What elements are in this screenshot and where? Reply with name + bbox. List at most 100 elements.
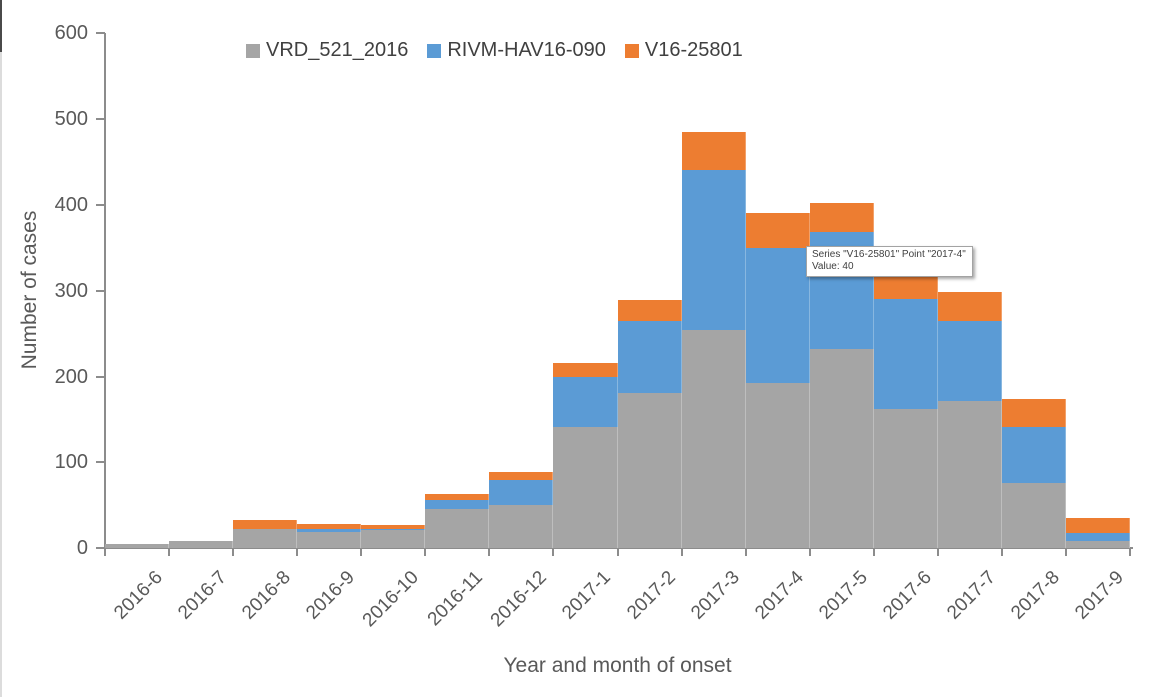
- bar-segment-RIVM-HAV16-090-2016-11[interactable]: [425, 500, 490, 509]
- y-axis-tick-label: 600: [54, 22, 88, 44]
- chart-legend: VRD_521_2016 RIVM-HAV16-090 V16-25801: [246, 39, 743, 62]
- y-axis-tick: [96, 203, 105, 206]
- bar-segment-V16-25801-2017-3[interactable]: [681, 131, 746, 171]
- bar-segment-RIVM-HAV16-090-2017-4[interactable]: [745, 247, 810, 383]
- bar-segment-RIVM-HAV16-090-2016-12[interactable]: [489, 479, 554, 506]
- x-axis-tick: [488, 548, 491, 557]
- bar-segment-VRD_521_2016-2016-6[interactable]: [105, 544, 170, 549]
- bar-segment-RIVM-HAV16-090-2016-9[interactable]: [297, 528, 362, 532]
- y-axis-line: [104, 33, 106, 548]
- x-axis-tick: [552, 548, 555, 557]
- bar-segment-RIVM-HAV16-090-2017-3[interactable]: [681, 170, 746, 331]
- bar-segment-VRD_521_2016-2016-10[interactable]: [361, 530, 426, 549]
- x-axis-tick: [232, 548, 235, 557]
- y-axis-tick-label: 300: [54, 279, 88, 302]
- bar-segment-V16-25801-2016-10[interactable]: [361, 525, 426, 529]
- bar-segment-VRD_521_2016-2017-5[interactable]: [809, 349, 874, 549]
- bar-segment-RIVM-HAV16-090-2017-7[interactable]: [937, 320, 1002, 401]
- x-axis-tick: [680, 548, 683, 557]
- bar-segment-VRD_521_2016-2016-8[interactable]: [233, 528, 298, 549]
- y-axis-tick-label: 100: [54, 451, 88, 474]
- bar-segment-V16-25801-2017-9[interactable]: [1065, 518, 1130, 533]
- y-axis-tick-label: 500: [54, 107, 88, 130]
- bar-segment-V16-25801-2016-9[interactable]: [297, 524, 362, 529]
- y-axis-tick-label: 400: [54, 193, 88, 216]
- bar-segment-VRD_521_2016-2017-4[interactable]: [745, 382, 810, 549]
- bar-segment-V16-25801-2017-5[interactable]: [809, 203, 874, 233]
- x-axis-tick: [808, 548, 811, 557]
- bar-segment-VRD_521_2016-2017-8[interactable]: [1001, 483, 1066, 549]
- x-axis-tick: [616, 548, 619, 557]
- legend-item-V16-25801[interactable]: V16-25801: [624, 39, 743, 62]
- legend-label: V16-25801: [644, 39, 743, 61]
- x-axis-title: Year and month of onset: [503, 654, 732, 677]
- x-axis-tick: [104, 548, 106, 557]
- bar-segment-RIVM-HAV16-090-2016-10[interactable]: [361, 528, 426, 531]
- x-axis-tick: [296, 548, 299, 557]
- bar-segment-V16-25801-2017-1[interactable]: [553, 362, 618, 378]
- bar-segment-V16-25801-2016-12[interactable]: [489, 471, 554, 480]
- bar-segment-V16-25801-2016-8[interactable]: [233, 519, 298, 529]
- x-axis-tick-label: 2017-5: [814, 567, 872, 624]
- legend-item-VRD_521_2016[interactable]: VRD_521_2016: [246, 39, 408, 62]
- bar-segment-V16-25801-2017-2[interactable]: [617, 300, 682, 321]
- x-axis-tick-label: 2016-10: [358, 567, 424, 632]
- y-axis-tick: [96, 289, 105, 292]
- bar-segment-RIVM-HAV16-090-2017-2[interactable]: [617, 320, 682, 393]
- x-axis-tick-label: 2016-12: [487, 567, 552, 632]
- bar-segment-RIVM-HAV16-090-2017-1[interactable]: [553, 377, 618, 428]
- y-axis-tick-label: 200: [54, 365, 88, 388]
- bar-segment-VRD_521_2016-2016-11[interactable]: [425, 508, 490, 549]
- x-axis-tick-label: 2017-6: [878, 567, 936, 624]
- x-axis-tick-label: 2016-11: [424, 567, 488, 631]
- x-axis-tick-label: 2017-3: [686, 567, 744, 624]
- x-axis-tick: [1000, 548, 1003, 557]
- legend-swatch-icon: [246, 43, 260, 58]
- x-axis-tick: [424, 548, 427, 557]
- bar-segment-V16-25801-2017-6[interactable]: [873, 276, 938, 300]
- y-axis-tick: [96, 547, 105, 550]
- x-axis-tick-label: 2016-6: [110, 567, 167, 624]
- legend-item-RIVM-HAV16-090[interactable]: RIVM-HAV16-090: [427, 39, 606, 62]
- bar-segment-VRD_521_2016-2017-9[interactable]: [1065, 540, 1130, 549]
- y-axis-tick: [96, 117, 105, 120]
- bar-segment-VRD_521_2016-2016-12[interactable]: [489, 505, 554, 549]
- bar-segment-VRD_521_2016-2017-2[interactable]: [617, 392, 682, 549]
- bar-segment-RIVM-HAV16-090-2017-6[interactable]: [873, 299, 938, 410]
- legend-swatch-icon: [427, 43, 442, 58]
- x-axis-tick-label: 2017-8: [1007, 567, 1064, 624]
- x-axis-tick: [360, 548, 363, 557]
- bar-segment-VRD_521_2016-2016-7[interactable]: [169, 541, 234, 549]
- legend-label: VRD_521_2016: [266, 39, 409, 61]
- x-axis-tick-label: 2017-2: [622, 567, 680, 624]
- chart-tooltip: Series "V16-25801" Point "2017-4" Value:…: [806, 246, 973, 277]
- legend-label: RIVM-HAV16-090: [447, 39, 606, 61]
- tooltip-value-line: Value: 40: [812, 261, 854, 272]
- x-axis-tick-label: 2017-4: [750, 567, 808, 624]
- bar-segment-VRD_521_2016-2017-6[interactable]: [873, 409, 938, 549]
- bar-segment-V16-25801-2017-7[interactable]: [937, 291, 1002, 321]
- x-axis-tick: [744, 548, 747, 557]
- x-axis-tick: [1064, 548, 1067, 557]
- bar-segment-RIVM-HAV16-090-2017-9[interactable]: [1065, 532, 1130, 541]
- tooltip-series-line: Series "V16-25801" Point "2017-4": [812, 249, 966, 260]
- x-axis-tick: [872, 548, 875, 557]
- bar-segment-VRD_521_2016-2017-3[interactable]: [681, 330, 746, 549]
- bar-segment-RIVM-HAV16-090-2017-8[interactable]: [1001, 427, 1066, 484]
- x-axis-tick: [936, 548, 939, 557]
- x-axis-tick: [1129, 548, 1131, 557]
- screenshot-edge-artifact-dark: [0, 0, 2, 52]
- bar-segment-V16-25801-2017-8[interactable]: [1001, 398, 1066, 428]
- y-axis-tick: [96, 32, 105, 34]
- screenshot-edge-artifact: [0, 0, 2, 697]
- x-axis-tick-label: 2017-7: [943, 567, 1000, 624]
- x-axis-tick-label: 2016-8: [238, 567, 296, 624]
- x-axis-tick-label: 2016-9: [302, 567, 360, 624]
- bar-segment-V16-25801-2017-4[interactable]: [745, 213, 810, 248]
- bar-segment-VRD_521_2016-2017-7[interactable]: [937, 400, 1002, 549]
- bar-segment-VRD_521_2016-2017-1[interactable]: [553, 427, 618, 549]
- y-axis-tick: [96, 461, 105, 464]
- bar-segment-VRD_521_2016-2016-9[interactable]: [297, 531, 362, 549]
- y-axis-tick: [96, 375, 105, 378]
- bar-segment-V16-25801-2016-11[interactable]: [425, 494, 490, 501]
